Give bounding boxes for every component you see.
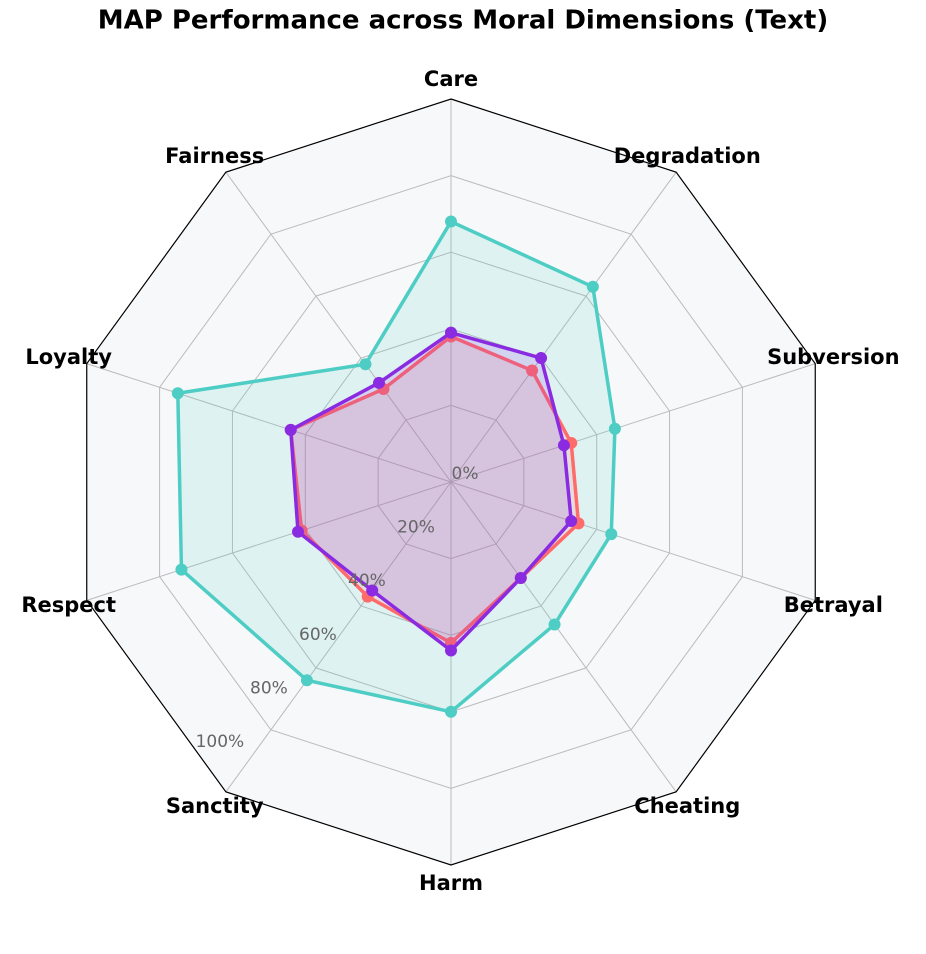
y-tick-label: 100% <box>196 732 245 752</box>
chart-title: MAP Performance across Moral Dimensions … <box>98 6 828 36</box>
y-tick-label: 40% <box>348 571 386 591</box>
spoke <box>86 481 452 601</box>
series-area <box>290 336 579 643</box>
category-label: Betrayal <box>784 593 883 617</box>
category-label: Care <box>424 67 478 91</box>
point <box>284 423 297 436</box>
point <box>535 352 548 365</box>
category-label: Fairness <box>165 144 264 168</box>
spoke <box>86 363 452 483</box>
spoke <box>450 481 677 793</box>
point <box>175 563 188 576</box>
point <box>300 674 313 687</box>
category-label: Degradation <box>614 144 761 168</box>
category-label: Subversion <box>767 345 899 369</box>
point <box>514 572 527 585</box>
category-label: Cheating <box>634 794 740 818</box>
point <box>445 326 457 339</box>
category-label: Loyalty <box>25 345 112 369</box>
point <box>548 618 561 631</box>
point <box>372 376 385 389</box>
category-label: Respect <box>21 593 116 617</box>
series-area <box>290 332 572 651</box>
point <box>565 515 578 528</box>
spoke <box>450 481 816 601</box>
point <box>605 528 618 541</box>
spoke <box>225 171 452 483</box>
spoke <box>225 481 452 793</box>
y-tick-label: 60% <box>299 625 337 645</box>
y-tick-label: 80% <box>250 678 288 698</box>
y-tick-label: 20% <box>397 518 435 538</box>
point <box>292 525 305 538</box>
point <box>608 422 621 435</box>
point <box>445 705 457 718</box>
series-area <box>177 221 615 712</box>
plot-border <box>86 98 816 866</box>
spoke <box>450 171 677 483</box>
point <box>586 280 599 293</box>
point <box>526 364 539 377</box>
category-label: Sanctity <box>166 794 264 818</box>
spoke <box>450 363 816 483</box>
point <box>366 584 379 597</box>
point <box>445 215 457 228</box>
category-label: Harm <box>419 871 483 895</box>
point <box>359 358 372 371</box>
y-tick-label: 0% <box>452 464 479 484</box>
point <box>445 644 457 657</box>
point <box>557 439 570 452</box>
point <box>171 387 184 400</box>
